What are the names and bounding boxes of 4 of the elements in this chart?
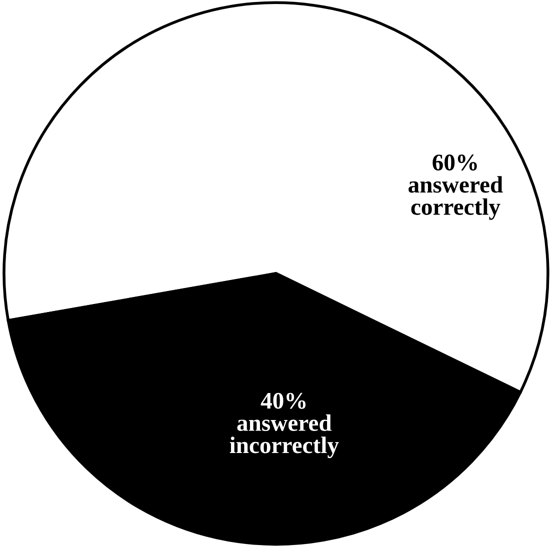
slice-label: answered correctly (408, 176, 503, 220)
slice-label: answered incorrectly (230, 414, 339, 458)
data-label: 40% (260, 392, 306, 409)
data-label: 60% (432, 154, 477, 171)
